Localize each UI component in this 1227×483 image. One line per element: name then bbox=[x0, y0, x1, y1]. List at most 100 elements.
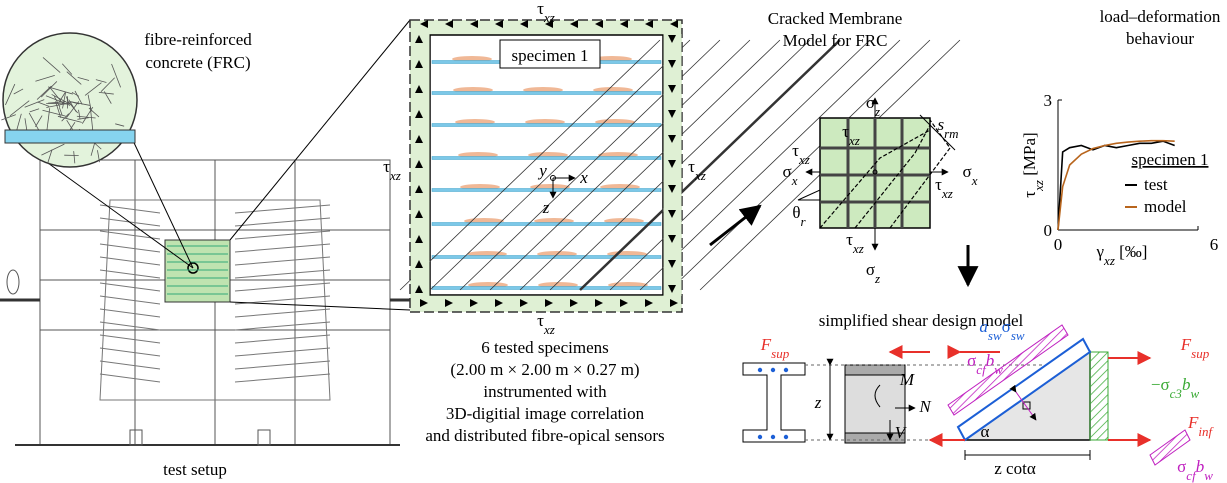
subscript: rm bbox=[944, 126, 958, 141]
leader-line bbox=[30, 150, 193, 268]
subscript: xz bbox=[543, 322, 555, 337]
subscript: xz bbox=[941, 186, 953, 201]
jack bbox=[235, 244, 330, 252]
legend-title: specimen 1 bbox=[1132, 150, 1209, 169]
subscript: xz bbox=[543, 10, 555, 25]
angle bbox=[798, 190, 820, 200]
y-axis-label: τxz [MPa] bbox=[1020, 132, 1046, 197]
jack bbox=[235, 205, 330, 213]
symbol-label: σx bbox=[963, 162, 978, 188]
jack bbox=[235, 348, 330, 356]
label: z bbox=[814, 393, 822, 412]
symbol: b bbox=[1182, 375, 1191, 394]
jack bbox=[100, 296, 160, 304]
symbol: σ bbox=[967, 351, 976, 370]
jack bbox=[235, 218, 330, 226]
jack bbox=[235, 309, 330, 317]
leader-line bbox=[128, 130, 193, 268]
leader-line bbox=[230, 302, 410, 310]
subscript: xz bbox=[848, 133, 860, 148]
symbol: σ bbox=[1002, 317, 1011, 336]
jack bbox=[100, 348, 160, 356]
label: N bbox=[918, 397, 932, 416]
y-tick-label: 3 bbox=[1044, 91, 1053, 110]
jack bbox=[100, 257, 160, 265]
setup-caption: test setup bbox=[163, 460, 227, 479]
test-setup-drawing bbox=[0, 160, 430, 445]
jack bbox=[235, 361, 330, 369]
rebar-band bbox=[5, 130, 135, 143]
symbol: a bbox=[979, 317, 988, 336]
x-axis-label: γxz [‰] bbox=[1096, 242, 1148, 268]
cmm-title: Model for FRC bbox=[783, 31, 888, 50]
symbol-label: τxz bbox=[688, 157, 706, 183]
legend-label: model bbox=[1144, 197, 1187, 216]
subscript: z bbox=[874, 271, 880, 286]
subscript: xz bbox=[852, 241, 864, 256]
subscript: sup bbox=[771, 346, 790, 361]
description-line: and distributed fibre-opical sensors bbox=[425, 426, 664, 445]
symbol-label: τxz bbox=[383, 157, 401, 183]
label: α bbox=[981, 422, 990, 441]
symbol-label: τxz bbox=[935, 175, 953, 201]
jack bbox=[235, 231, 330, 239]
jack bbox=[100, 374, 160, 382]
jack bbox=[235, 335, 330, 343]
rebar bbox=[432, 189, 661, 192]
rebar bbox=[432, 256, 661, 259]
rebar bbox=[432, 124, 661, 127]
label: z bbox=[542, 198, 550, 217]
fibre-label: fibre-reinforced bbox=[144, 30, 252, 49]
subscript: inf bbox=[1198, 424, 1214, 439]
subscript: x bbox=[791, 173, 798, 188]
subscript: c3 bbox=[1170, 386, 1183, 401]
page: 0306testmodelspecimen 1 fibre-reinforced… bbox=[0, 0, 1227, 483]
rebar-dot bbox=[784, 368, 788, 372]
jack bbox=[235, 257, 330, 265]
symbol-label: σcfbw bbox=[967, 351, 1003, 377]
specimen-label: specimen 1 bbox=[512, 46, 589, 65]
subscript: sw bbox=[1011, 328, 1025, 343]
symbol: F bbox=[1187, 413, 1199, 432]
symbol-label: σz bbox=[866, 260, 880, 286]
symbol: σ bbox=[866, 93, 875, 112]
rebar bbox=[432, 223, 661, 226]
chart: 0306testmodelspecimen 1 bbox=[1044, 91, 1219, 254]
subscript: x bbox=[971, 173, 978, 188]
label: y bbox=[537, 161, 547, 180]
symbol: −σ bbox=[1151, 375, 1170, 394]
label: V bbox=[895, 423, 908, 442]
symbol: σ bbox=[1177, 457, 1186, 476]
subscript: xz bbox=[1031, 180, 1046, 192]
symbol-label: Finf bbox=[1187, 413, 1215, 439]
symbol: b bbox=[1196, 457, 1205, 476]
symbol: σ bbox=[783, 162, 792, 181]
rebar bbox=[432, 92, 661, 95]
symbol-label: σx bbox=[783, 162, 798, 188]
jack bbox=[235, 270, 330, 278]
magnifier bbox=[3, 33, 137, 167]
symbol: [MPa] bbox=[1020, 132, 1039, 180]
jack bbox=[235, 283, 330, 291]
jack bbox=[100, 309, 160, 317]
symbol: b bbox=[986, 351, 995, 370]
x-tick-label: 6 bbox=[1210, 235, 1219, 254]
rebar bbox=[432, 287, 661, 290]
rebar-dot bbox=[758, 368, 762, 372]
label: z cotα bbox=[994, 459, 1036, 478]
subscript: z bbox=[874, 104, 880, 119]
jack bbox=[100, 283, 160, 291]
x-tick-label: 0 bbox=[1054, 235, 1063, 254]
jack bbox=[100, 361, 160, 369]
jack bbox=[100, 335, 160, 343]
rebar-dot bbox=[758, 435, 762, 439]
subscript: w bbox=[994, 362, 1003, 377]
symbol-label: σz bbox=[866, 93, 880, 119]
symbol: σ bbox=[963, 162, 972, 181]
symbol-label: Fsup bbox=[760, 335, 790, 361]
subscript: sup bbox=[1191, 346, 1210, 361]
symbol: F bbox=[1180, 335, 1192, 354]
subscript: r bbox=[801, 214, 807, 229]
label: x bbox=[579, 168, 588, 187]
jack bbox=[235, 322, 330, 330]
